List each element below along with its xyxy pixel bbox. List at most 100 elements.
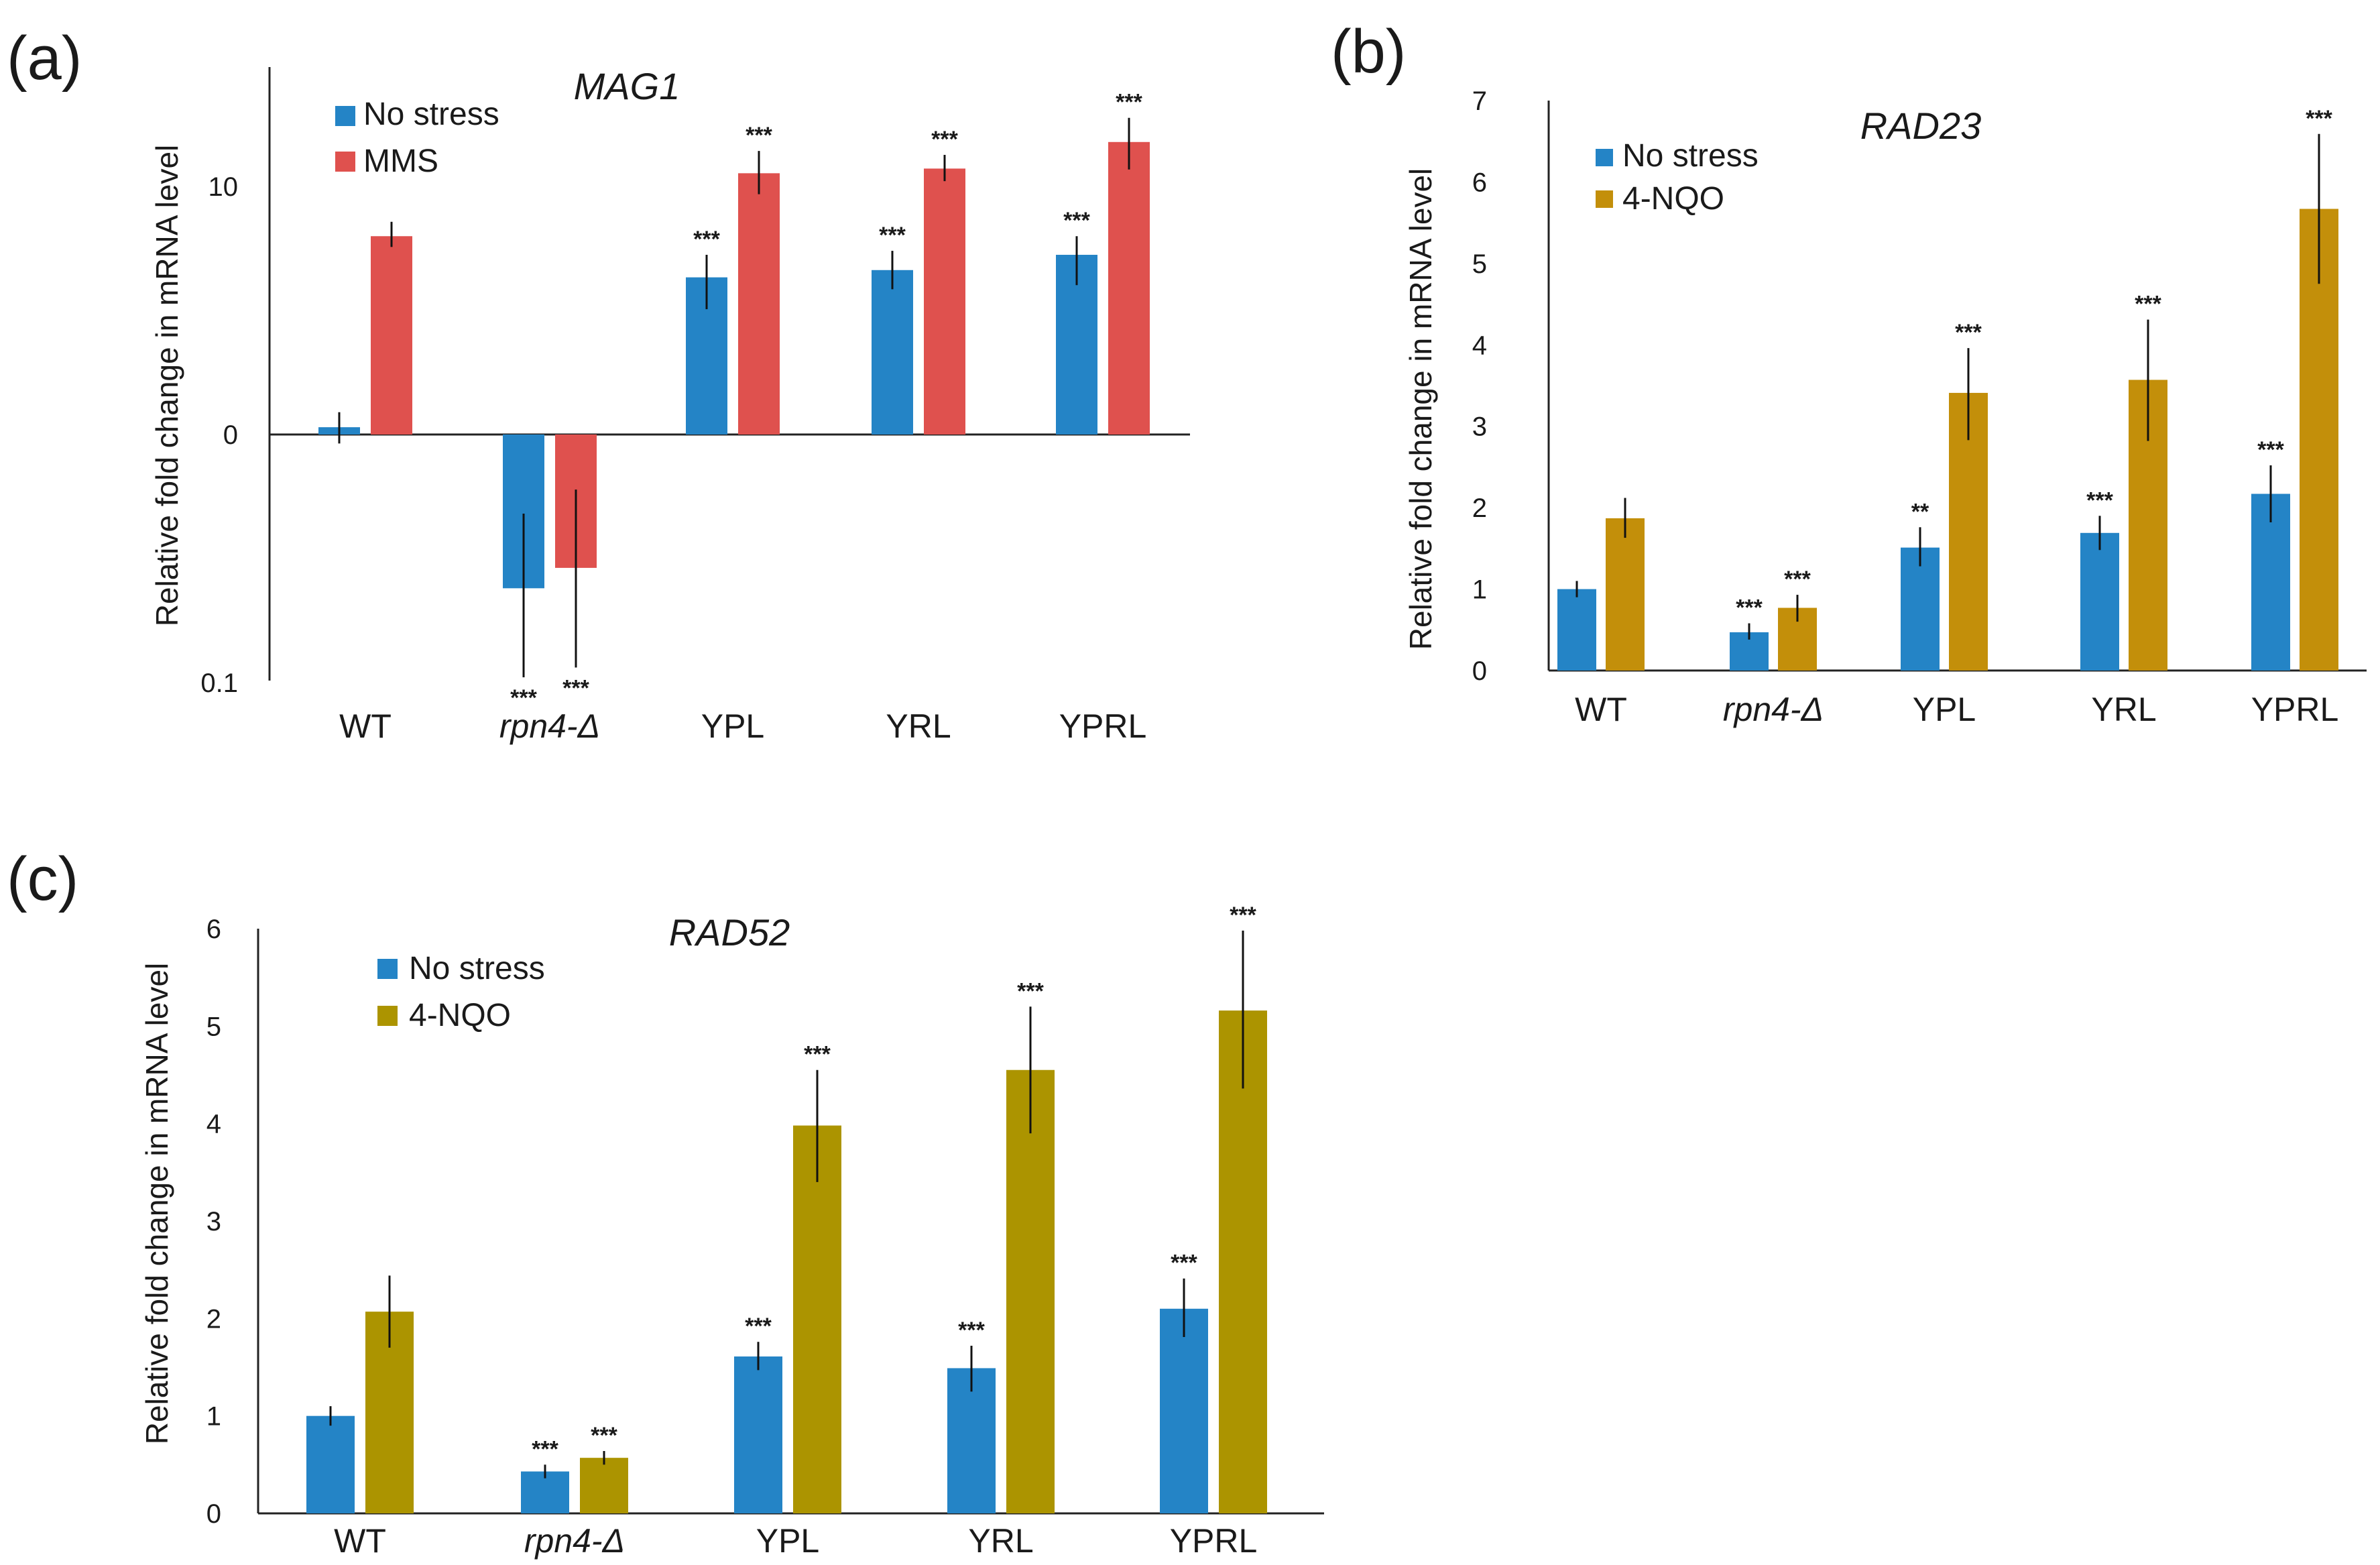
chart-c-bar-no-stress [1160,1308,1208,1513]
chart-a-significance-label: *** [746,123,772,148]
chart-b-ytick-label: 1 [1472,575,1487,605]
chart-b-bar-no-stress [1901,547,1940,671]
chart-c-ytick-label: 2 [206,1304,221,1334]
chart-a-legend-swatch-no-stress [335,106,355,126]
chart-c-ytick-label: 4 [206,1110,221,1139]
chart-b-significance-label: *** [2257,437,2284,463]
chart-c-category-label: YRL [968,1522,1033,1560]
chart-a-ylabel: Relative fold change in mRNA level [150,145,184,626]
chart-b-legend-swatch-nqo [1596,190,1613,208]
chart-c-category-label: YPL [756,1522,820,1560]
chart-c-significance-label: *** [1171,1251,1197,1276]
chart-b-category-label: YPRL [2251,691,2339,728]
chart-c-significance-label: *** [804,1042,831,1067]
chart-a-significance-label: *** [1116,90,1142,115]
chart-b-bar-no-stress [2251,494,2290,671]
chart-b-ytick-label: 4 [1472,331,1487,360]
chart-b-significance-label: ** [1911,499,1929,524]
chart-c-significance-label: *** [1230,903,1256,928]
chart-a-ytick-label: 0 [223,420,238,450]
chart-a-significance-label: *** [562,676,589,701]
chart-a-significance-label: *** [879,223,906,248]
chart-a-significance-label: *** [510,685,537,711]
chart-a-title: MAG1 [574,65,680,107]
chart-c-category-label: YPRL [1170,1522,1258,1560]
panel-label-b: (b) [1331,17,1406,86]
chart-b-significance-label: *** [2135,292,2161,317]
chart-c-legend-no-stress: No stress [409,951,545,986]
chart-b-ytick-label: 3 [1472,412,1487,442]
chart-c-bar-no-stress [521,1471,569,1513]
panel-label-a: (a) [7,24,82,93]
chart-b-bar-no-stress [1557,589,1596,671]
chart-a-significance-label: *** [693,227,720,252]
chart-b-ylabel: Relative fold change in mRNA level [1403,168,1438,650]
chart-a-ytick-label: 0.1 [200,669,238,698]
chart-c-legend-nqo: 4-NQO [409,998,511,1033]
chart-b-title: RAD23 [1860,105,1982,147]
chart-c-category-label: rpn4-Δ [524,1522,625,1560]
chart-c-bar-no-stress [734,1356,782,1513]
chart-b-category-label: WT [1575,691,1627,728]
chart-a-category-label: rpn4-Δ [499,707,600,745]
chart-b-significance-label: *** [1955,320,1982,345]
chart-c-bar-treated [793,1125,841,1513]
chart-a-category-label: YPRL [1059,707,1147,745]
chart-b-bar-treated [2300,209,2338,671]
chart-c-significance-label: *** [591,1423,617,1448]
chart-c-ytick-label: 6 [206,915,221,944]
chart-b-significance-label: *** [2306,106,2332,131]
chart-b-significance-label: *** [2086,487,2113,513]
chart-c-bar-treated [1006,1069,1055,1513]
chart-a-bar-treated [371,236,412,434]
chart-b-significance-label: *** [1736,595,1763,621]
chart-c-legend-swatch-no-stress [377,959,398,979]
chart-a-category-label: WT [339,707,392,745]
chart-b-significance-label: *** [1784,567,1811,592]
chart-c-significance-label: *** [745,1314,772,1339]
chart-a-bar-treated [924,168,965,434]
chart-a-legend-no-stress: No stress [363,97,499,132]
chart-b-category-label: rpn4-Δ [1723,691,1824,728]
chart-b-ytick-label: 6 [1472,168,1487,197]
chart-c-bar-treated [1219,1010,1267,1513]
chart-c-legend-swatch-nqo [377,1006,398,1026]
chart-b-category-label: YRL [2091,691,2156,728]
chart-c-title: RAD52 [669,911,790,953]
chart-b-legend-no-stress: No stress [1622,138,1759,174]
chart-a-legend-swatch-mms [335,152,355,172]
chart-c-bar-treated [580,1458,628,1513]
chart-b-bar-no-stress [2080,532,2119,671]
chart-b-legend-swatch-no-stress [1596,149,1613,166]
chart-b-category-label: YPL [1913,691,1976,728]
chart-a-ytick-label: 10 [209,172,239,202]
chart-b-ytick-label: 0 [1472,656,1487,686]
chart-a-significance-label: *** [931,127,958,152]
chart-c-ytick-label: 3 [206,1207,221,1236]
chart-a-category-label: YRL [886,707,951,745]
chart-a-bar-treated [1108,141,1150,434]
chart-a-legend-mms: MMS [363,143,438,179]
chart-c-ylabel: Relative fold change in mRNA level [139,963,174,1444]
chart-c-bar-no-stress [947,1368,996,1513]
chart-a-bar-treated [738,173,780,434]
chart-c-ytick-label: 1 [206,1402,221,1432]
chart-c-significance-label: *** [532,1436,558,1462]
chart-a-bar-no-stress [872,270,913,434]
chart-c-significance-label: *** [958,1318,985,1343]
chart-a-category-label: YPL [701,707,765,745]
chart-b-ytick-label: 2 [1472,494,1487,523]
chart-a-significance-label: *** [1063,208,1090,233]
chart-c-category-label: WT [334,1522,386,1560]
chart-b-bar-treated [1606,518,1645,671]
chart-b-legend-nqo: 4-NQO [1622,181,1724,217]
chart-c-ytick-label: 5 [206,1012,221,1041]
panel-label-c: (c) [7,845,78,913]
chart-c-bar-no-stress [306,1415,355,1513]
chart-c-significance-label: *** [1017,978,1044,1004]
chart-b-ytick-label: 5 [1472,249,1487,279]
chart-b-ytick-label: 7 [1472,86,1487,116]
chart-c-ytick-label: 0 [206,1499,221,1529]
